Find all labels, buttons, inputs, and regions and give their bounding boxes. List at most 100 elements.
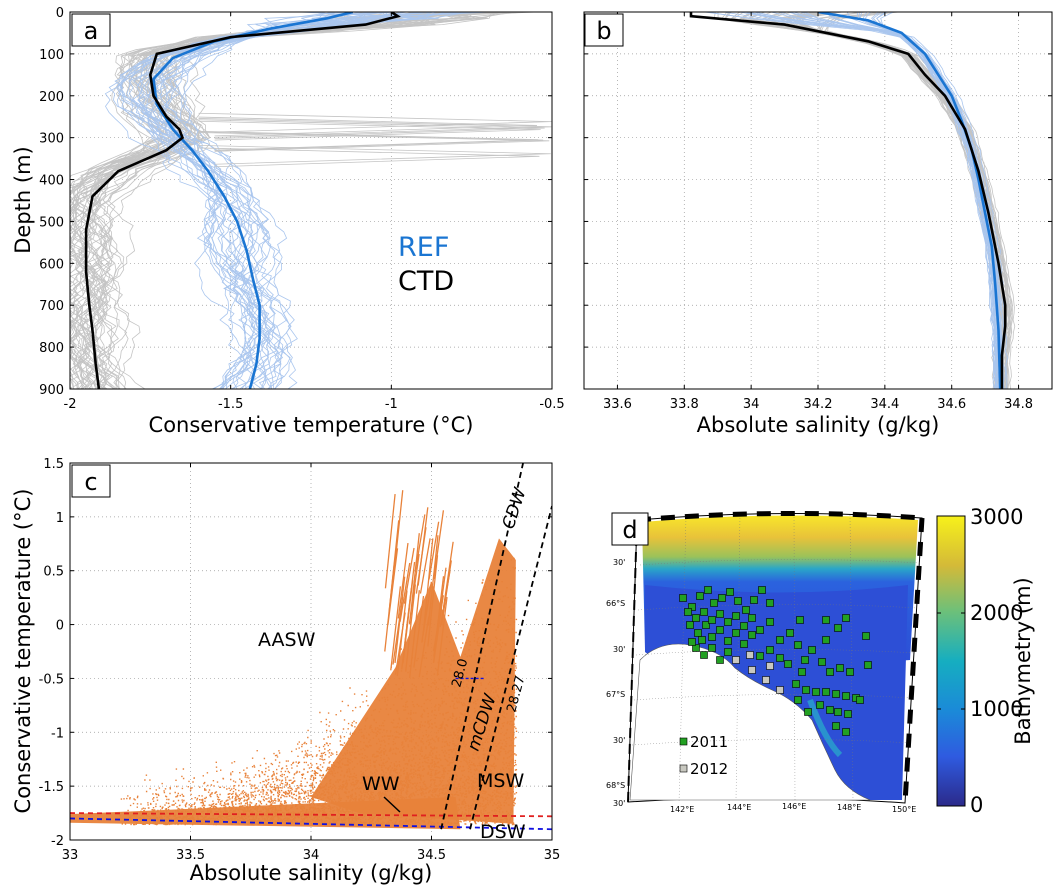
station-2011: [802, 686, 810, 694]
panel-a-background-spike: [198, 116, 538, 137]
panel-b-xtick-label: 34: [743, 397, 760, 412]
panel-b-background-profile: [706, 12, 995, 389]
station-2011: [834, 708, 842, 716]
panel-a-ytick-label: 800: [39, 341, 64, 356]
panel-c: 33 33.5 34 34.5 35 1.5 1 0.5 0 -0.5 -1 -1.5 -2 c AAS…: [11, 457, 560, 885]
panel-a-background-profile: [147, 12, 337, 389]
station-2012: [748, 666, 756, 674]
panel-c-ytick-label: 0: [56, 619, 64, 634]
panel-c-ytick-label: 1.5: [43, 457, 64, 472]
panel-c-ytick-label: 0.5: [43, 565, 64, 580]
station-2011: [758, 586, 766, 594]
panel-a-ytick-label: 600: [39, 257, 64, 272]
panel-c-line-28-27: [469, 505, 552, 830]
panel-c-streak: [428, 521, 440, 580]
station-2011: [732, 629, 740, 637]
panel-c-streak: [387, 548, 399, 625]
panel-c-xtick-label: 35: [544, 848, 561, 863]
station-2011: [734, 597, 742, 605]
station-2011: [818, 658, 826, 666]
panel-d: 2011 2012 142°E 144°E 146°E 148°E 150°E …: [606, 505, 1035, 817]
panel-a-background-spike: [198, 147, 540, 168]
panel-a-background-profile: [104, 12, 372, 389]
station-2011: [716, 656, 724, 664]
station-2011: [834, 624, 842, 632]
colorbar: [936, 515, 966, 807]
station-2011: [766, 618, 774, 626]
panel-c-xtick-label: 33: [62, 848, 79, 863]
panel-a-ytick-label: 900: [39, 383, 64, 398]
station-2011: [856, 696, 864, 704]
panel-c-streak: [409, 590, 420, 679]
panel-a-background-profile: [163, 12, 371, 389]
panel-c-reference-lines: [70, 463, 552, 831]
station-2011: [756, 626, 764, 634]
station-2011: [766, 646, 774, 654]
panel-c-streak: [436, 596, 448, 676]
panel-c-ytick-label: -1.5: [39, 780, 64, 795]
panel-a-label: a: [84, 17, 99, 45]
station-2011: [702, 621, 710, 629]
panel-c-ytick-label: -0.5: [39, 672, 64, 687]
station-2011: [822, 636, 830, 644]
panel-a-background-profile: [145, 12, 363, 389]
panel-a-ytick-label: 700: [39, 299, 64, 314]
panel-a-ylabel: Depth (m): [11, 146, 35, 253]
panel-c-streak: [384, 494, 396, 589]
panel-a-background-profile: [115, 12, 464, 389]
station-2011: [700, 651, 708, 659]
panel-a-xtick-label: -0.5: [539, 397, 564, 412]
panel-a-ytick-label: 300: [39, 132, 64, 147]
colorbar-tick-3000: 3000: [970, 505, 1023, 529]
station-2011: [748, 631, 756, 639]
station-2011: [776, 654, 784, 662]
lat-label-3: 30': [613, 645, 625, 654]
isopycnal-label-28-0: 28.0: [449, 657, 471, 689]
station-2011: [756, 652, 764, 660]
station-2012: [732, 656, 740, 664]
station-2011: [718, 594, 726, 602]
panel-a-xtick-label: -1.5: [218, 397, 243, 412]
panel-c-streak: [401, 588, 413, 670]
panel-a-background-profile: [160, 12, 375, 389]
panel-c-streak: [418, 616, 430, 678]
station-2011: [710, 599, 718, 607]
panel-a-background-profile: [70, 12, 414, 389]
legend-2012-label: 2012: [690, 760, 728, 778]
panel-b-xtick-label: 34.6: [937, 397, 966, 412]
station-2011: [832, 722, 840, 730]
panel-a-background-profile: [70, 12, 478, 389]
station-2012: [776, 686, 784, 694]
panel-a-ctd-line: [84, 12, 401, 389]
panel-c-streak: [417, 507, 429, 586]
panel-a-background-profile: [70, 12, 414, 389]
station-2011: [688, 603, 696, 611]
panel-a-ticks: -2 -1.5 -1 -0.5 0 100 200 300 400 500 600 700 800 900: [39, 6, 565, 412]
station-2011: [704, 586, 712, 594]
station-2011: [864, 661, 872, 669]
panel-a-background-profile: [70, 12, 437, 389]
station-2011: [684, 608, 692, 616]
panel-b-xtick-label: 33.6: [603, 397, 632, 412]
station-2011: [732, 612, 740, 620]
panel-a-background-spike: [198, 132, 550, 152]
lon-144: 144°E: [727, 803, 751, 812]
station-2011: [692, 644, 700, 652]
panel-a: -2 -1.5 -1 -0.5 0 100 200 300 400 500 600 700 800 900…: [11, 6, 565, 437]
water-mass-ww: WW: [362, 773, 400, 795]
station-2011: [724, 637, 732, 645]
legend-2011-marker: [679, 737, 688, 746]
panel-a-background-profile: [126, 12, 438, 389]
station-2011: [708, 616, 716, 624]
panel-c-ytick-label: 1: [56, 511, 64, 526]
lat-label-7: 30': [613, 799, 625, 808]
legend-2012-marker: [679, 764, 688, 773]
station-2012: [746, 651, 754, 659]
panel-a-background-profile: [176, 12, 349, 389]
panel-c-streak: [439, 571, 451, 628]
lat-label-4: 67°S: [606, 690, 625, 699]
panel-a-background-spike: [198, 118, 552, 138]
panel-b-ticks: 33.6 33.8 34 34.2 34.4 34.6 34.8: [584, 11, 1052, 412]
panel-a-legend-ref: REF: [398, 232, 449, 263]
station-2011: [801, 656, 809, 664]
